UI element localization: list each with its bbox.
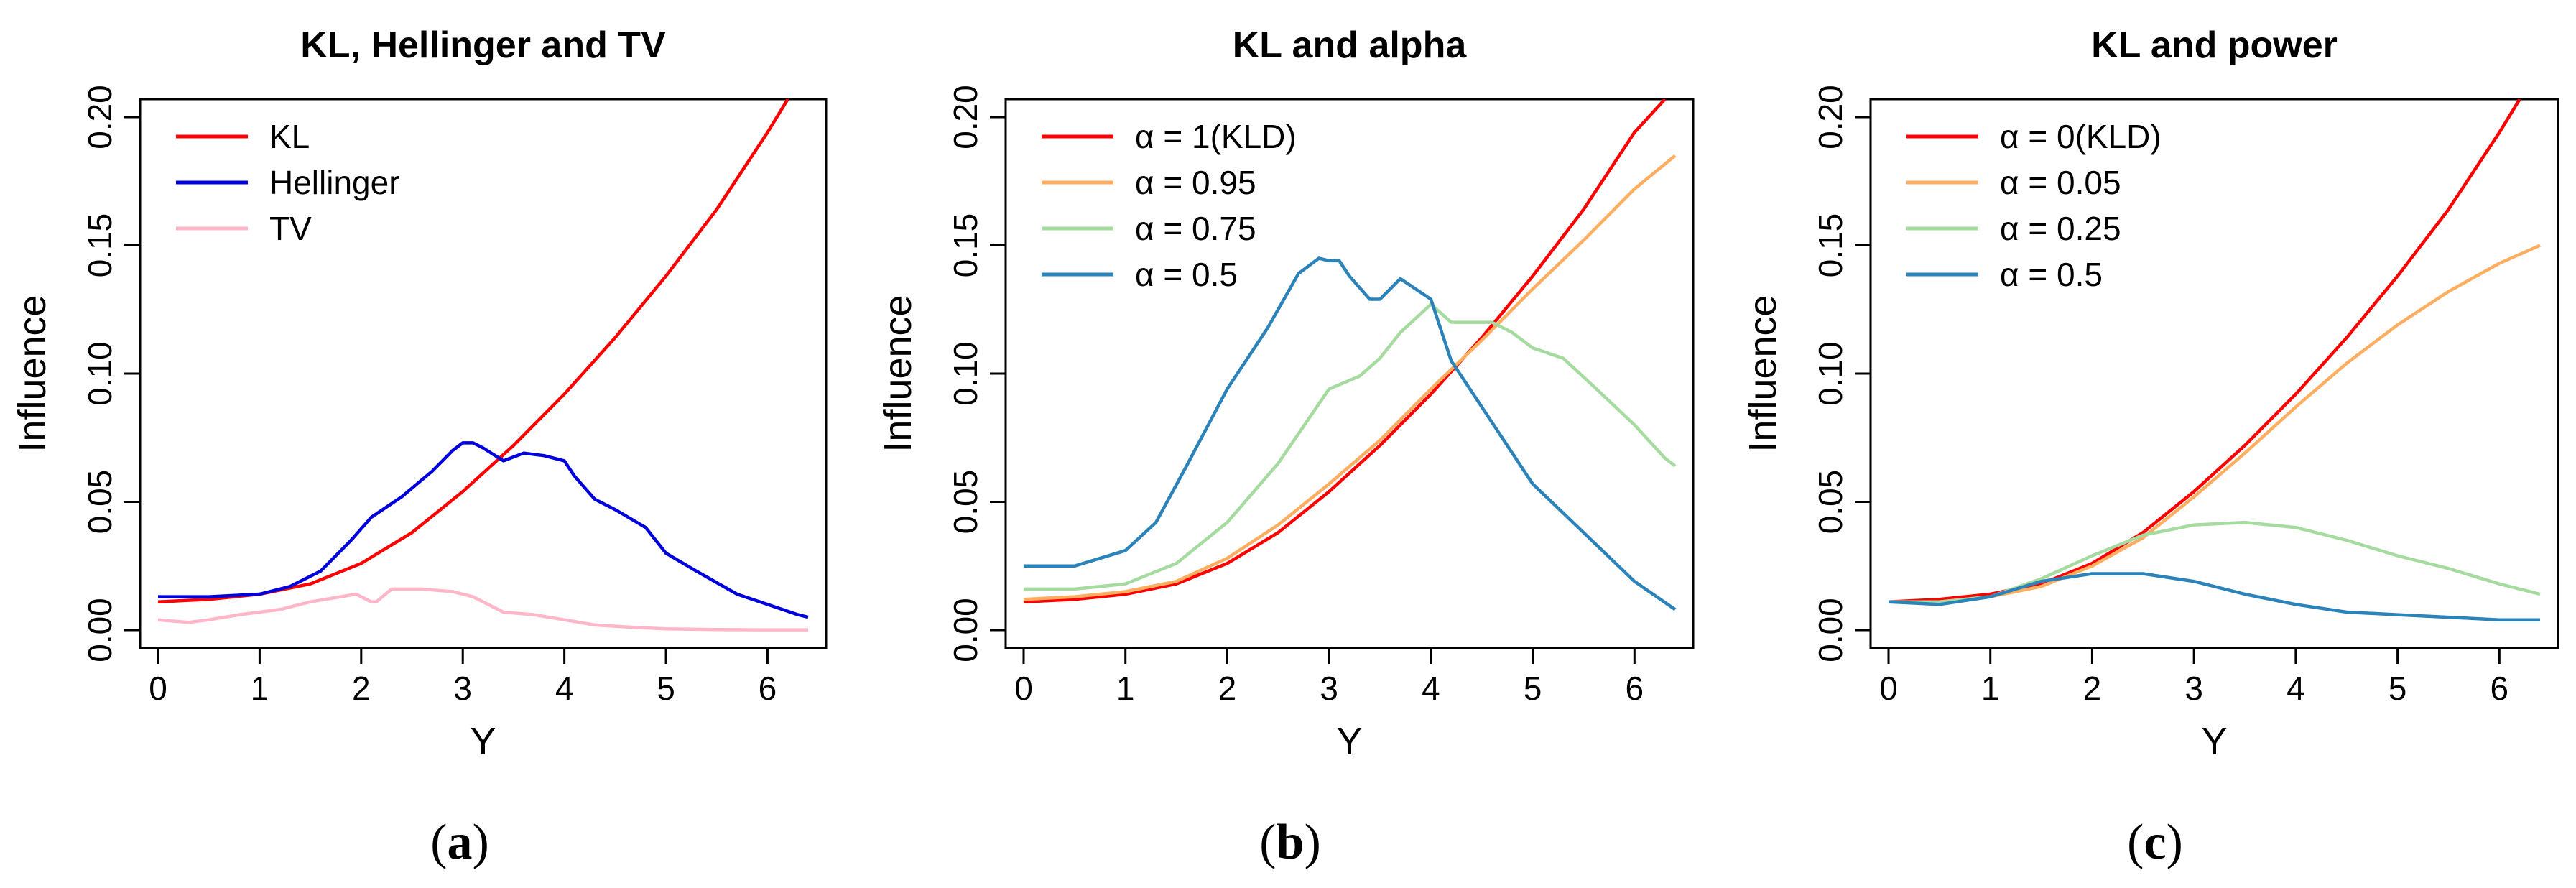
x-tick-label: 1 [1116, 670, 1135, 707]
series-group [1023, 99, 1677, 611]
x-tick-label: 3 [2184, 670, 2203, 707]
y-axis: 0.00 0.05 0.10 0.15 0.20 [947, 85, 1007, 662]
x-tick-label: 6 [1626, 670, 1644, 707]
series-line-2 [1889, 244, 2541, 603]
legend-entry: KL [269, 118, 310, 155]
caption-letter: b [1277, 815, 1305, 870]
x-axis: 0 1 2 3 4 5 6 [1014, 647, 1644, 707]
y-axis: 0.00 0.05 0.10 0.15 0.20 [81, 85, 142, 662]
y-tick-label: 0.00 [1812, 598, 1849, 662]
caption-close: ) [473, 815, 489, 870]
series-group [157, 99, 809, 632]
series-line-2 [158, 441, 809, 619]
legend: α = 0(KLD) α = 0.05 α = 0.25 α = 0.5 [1906, 118, 2162, 293]
caption-open: ( [2127, 815, 2144, 870]
legend-entry: α = 0.75 [1135, 210, 1256, 247]
y-tick-label: 0.05 [1812, 470, 1849, 535]
caption-letter: a [448, 815, 473, 870]
x-tick-label: 4 [2287, 670, 2305, 707]
x-tick-label: 3 [453, 670, 472, 707]
x-tick-label: 4 [555, 670, 574, 707]
y-tick-label: 0.15 [1812, 213, 1849, 278]
y-tick-label: 0.20 [1812, 85, 1849, 149]
legend-entry: α = 0(KLD) [2000, 118, 2162, 155]
y-tick-label: 0.20 [947, 85, 984, 149]
chart-panel-1: KL, Hellinger and TV 0 1 2 3 4 5 6 Y 0.00 0.05 0.10… [11, 24, 828, 763]
chart-panel-2: KL and alpha 0 1 2 3 4 5 6 Y 0.00 0.05 0.10 0.15 0.20… [876, 24, 1695, 763]
caption-letter: c [2144, 815, 2166, 870]
caption-close: ) [1304, 815, 1320, 870]
x-axis-label: Y [2201, 720, 2227, 763]
x-tick-label: 5 [657, 670, 675, 707]
y-tick-label: 0.10 [947, 341, 984, 406]
legend: α = 1(KLD) α = 0.95 α = 0.75 α = 0.5 [1042, 118, 1297, 293]
subfigure-caption: (b) [1259, 815, 1321, 870]
y-tick-label: 0.10 [81, 341, 119, 406]
series-group [1888, 99, 2541, 621]
x-tick-label: 1 [1981, 670, 2000, 707]
series-line-1 [1023, 99, 1667, 603]
x-tick-label: 1 [251, 670, 269, 707]
chart-panel-3: KL and power 0 1 2 3 4 5 6 Y 0.00 0.05 0.10 0.15 0.20… [1741, 24, 2559, 763]
x-tick-label: 5 [2389, 670, 2407, 707]
x-tick-label: 2 [352, 670, 371, 707]
caption-open: ( [1259, 815, 1276, 870]
legend-entry: α = 0.25 [2000, 210, 2121, 247]
series-line-2 [1023, 154, 1677, 601]
series-line-1 [157, 99, 789, 603]
subfigure-caption: (a) [430, 815, 489, 870]
series-line-3 [1889, 520, 2541, 603]
y-tick-label: 0.00 [947, 598, 984, 662]
y-axis: 0.00 0.05 0.10 0.15 0.20 [1812, 85, 1872, 662]
x-tick-label: 0 [149, 670, 167, 707]
series-line-4 [1024, 256, 1677, 611]
legend-entry: TV [269, 210, 312, 247]
x-tick-label: 3 [1320, 670, 1338, 707]
y-tick-label: 0.15 [947, 213, 984, 278]
y-axis-label: Influence [876, 295, 919, 452]
x-tick-label: 2 [1218, 670, 1237, 707]
legend: KL Hellinger TV [176, 118, 400, 247]
y-tick-label: 0.00 [81, 598, 119, 662]
x-axis: 0 1 2 3 4 5 6 [149, 647, 777, 707]
chart-title: KL, Hellinger and TV [300, 24, 666, 66]
legend-entry: α = 0.05 [2000, 164, 2121, 201]
legend-entry: α = 1(KLD) [1135, 118, 1297, 155]
x-axis: 0 1 2 3 4 5 6 [1879, 647, 2509, 707]
chart-title: KL and power [2091, 24, 2338, 66]
chart-title: KL and alpha [1233, 24, 1468, 66]
series-line-3 [1024, 302, 1677, 591]
x-axis-label: Y [1336, 720, 1362, 763]
series-line-1 [1888, 99, 2521, 603]
series-line-3 [157, 587, 808, 632]
legend-entry: Hellinger [269, 164, 400, 201]
legend-entry: α = 0.5 [1135, 256, 1238, 293]
caption-close: ) [2167, 815, 2183, 870]
x-tick-label: 0 [1014, 670, 1033, 707]
x-tick-label: 5 [1524, 670, 1542, 707]
x-tick-label: 0 [1879, 670, 1898, 707]
x-tick-label: 2 [2083, 670, 2102, 707]
y-tick-label: 0.05 [947, 470, 984, 535]
legend-entry: α = 0.95 [1135, 164, 1256, 201]
y-tick-label: 0.10 [1812, 341, 1849, 406]
x-tick-label: 4 [1422, 670, 1440, 707]
x-axis-label: Y [470, 720, 496, 763]
x-tick-label: 6 [2491, 670, 2509, 707]
x-tick-label: 6 [759, 670, 777, 707]
series-line-4 [1888, 572, 2540, 621]
y-tick-label: 0.05 [81, 470, 119, 535]
y-axis-label: Influence [1741, 295, 1784, 452]
y-tick-label: 0.15 [81, 213, 119, 278]
y-tick-label: 0.20 [81, 85, 119, 149]
caption-open: ( [430, 815, 447, 870]
y-axis-label: Influence [11, 295, 54, 452]
subfigure-caption: (c) [2127, 815, 2183, 870]
legend-entry: α = 0.5 [2000, 256, 2103, 293]
